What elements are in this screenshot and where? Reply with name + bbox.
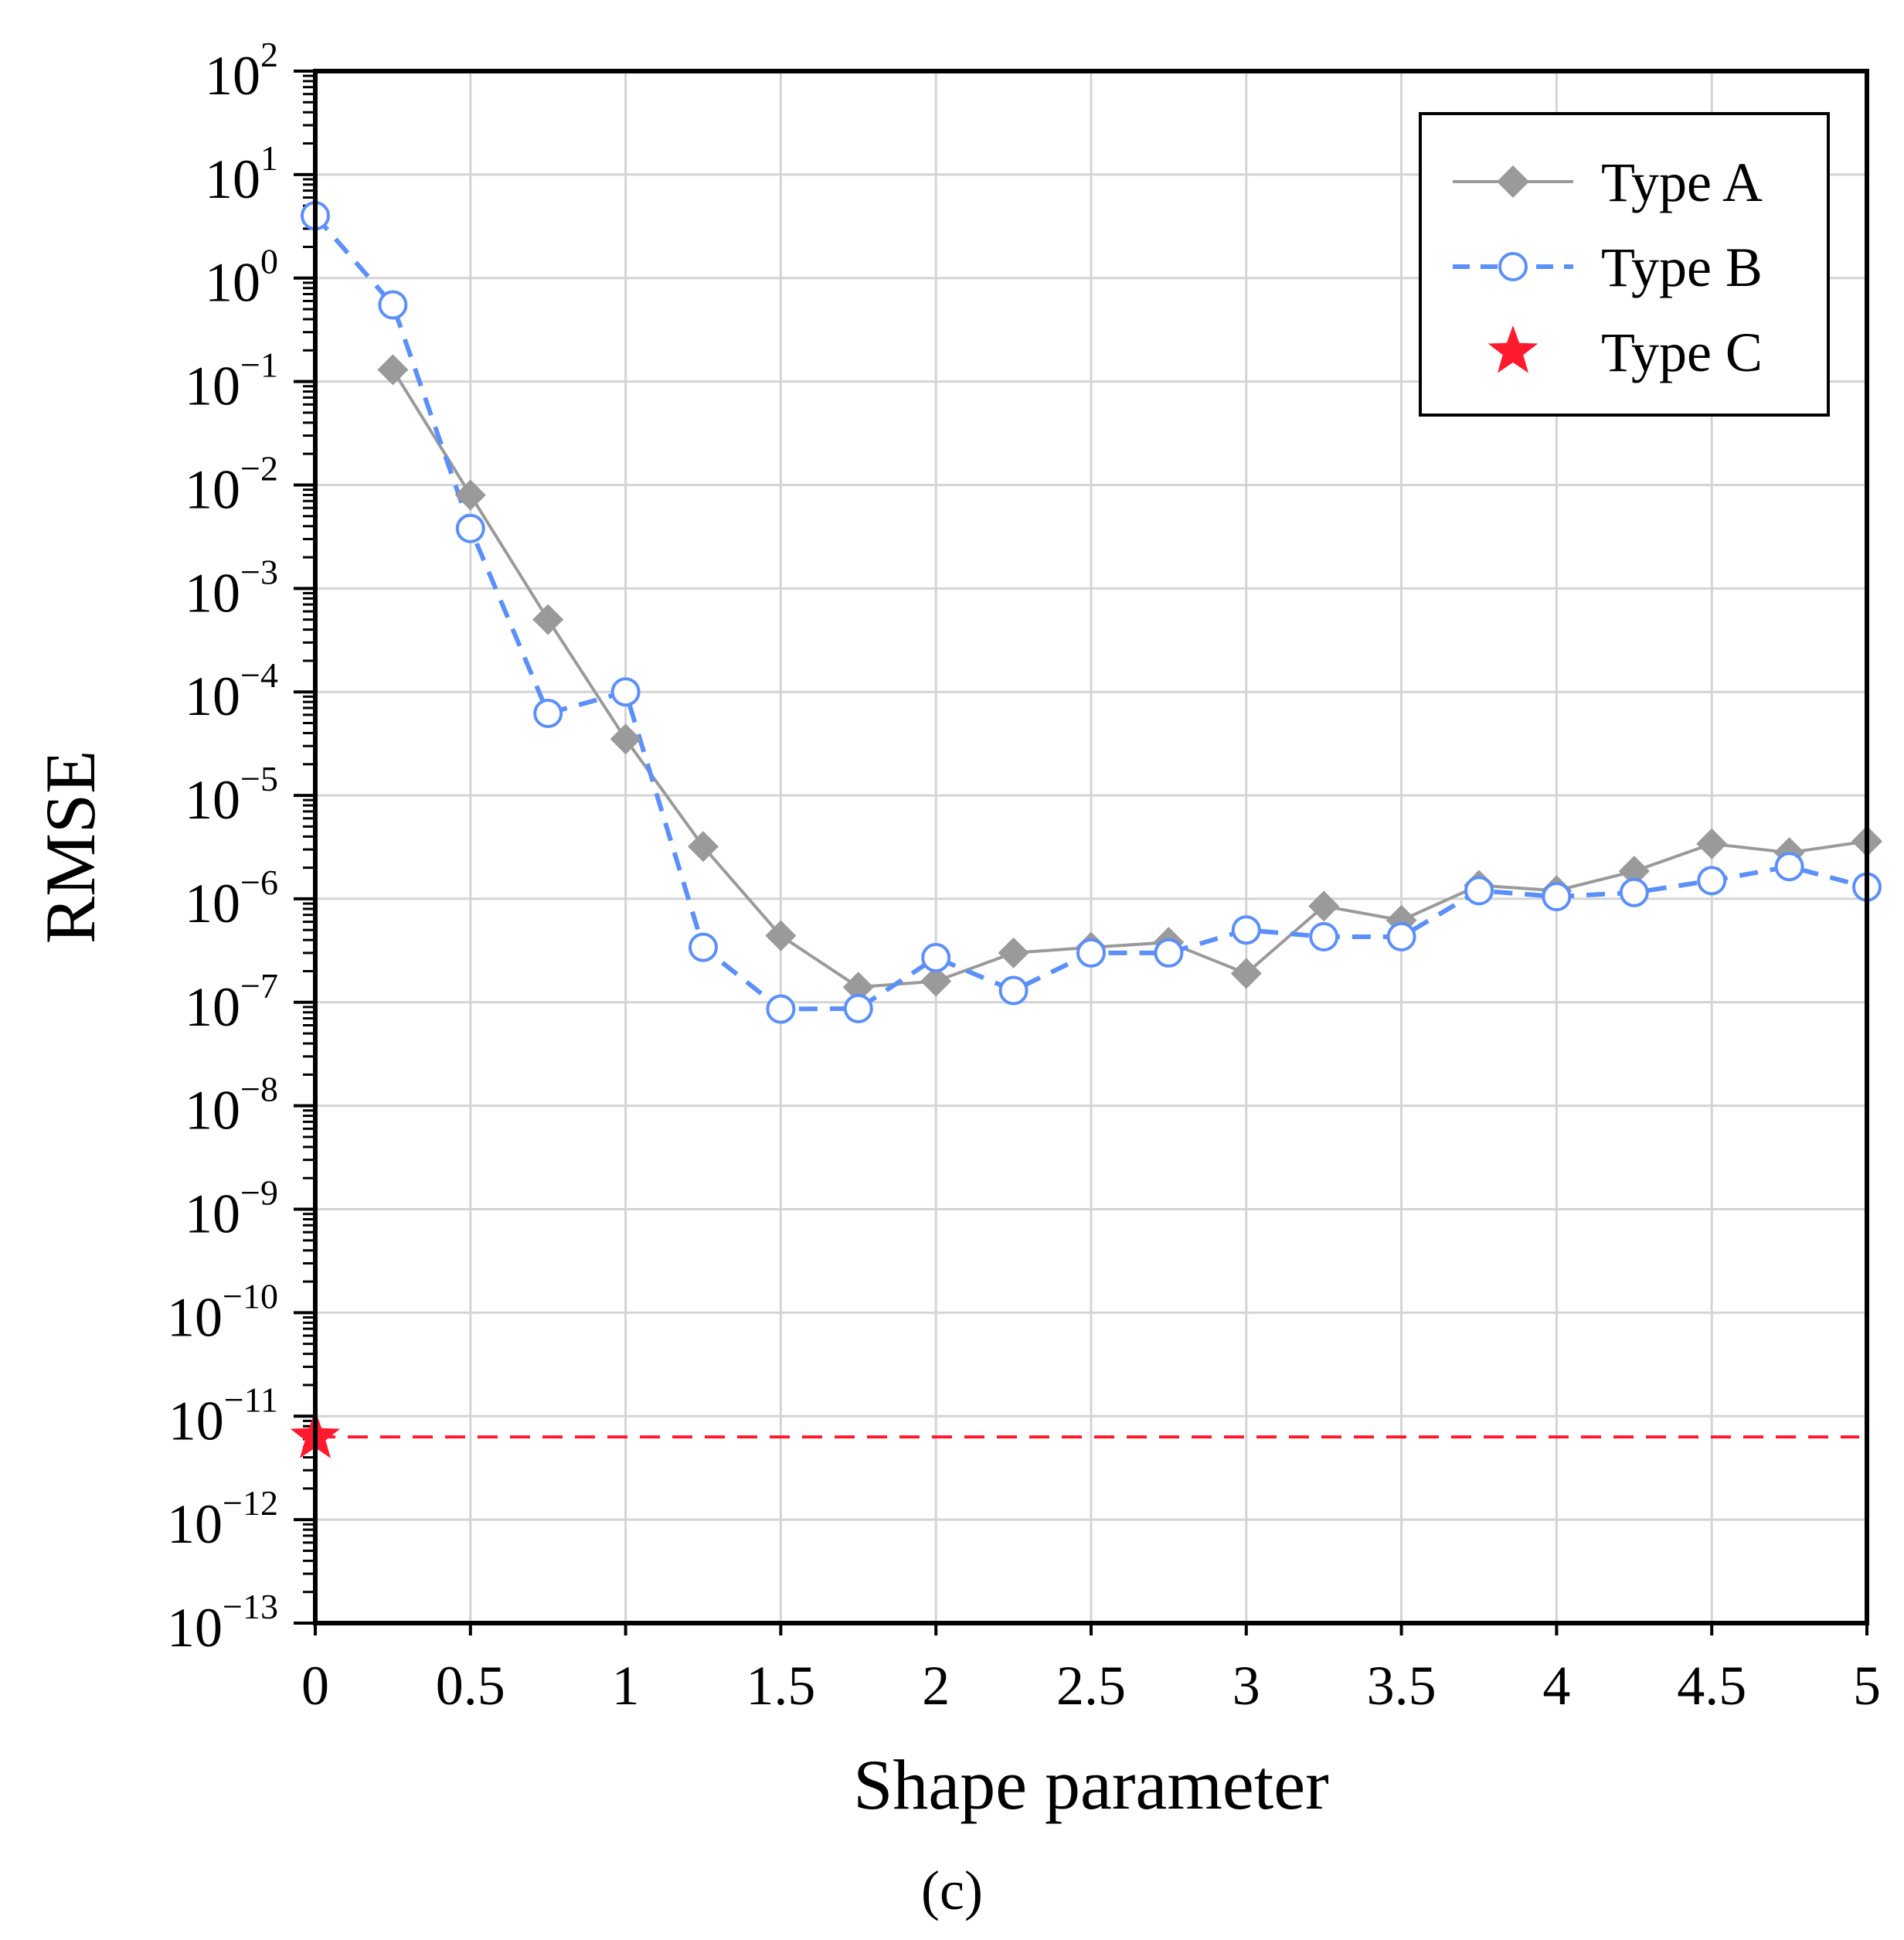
y-tick-label: 10−6 bbox=[185, 863, 278, 934]
type-a-point bbox=[688, 831, 719, 863]
type-b-point bbox=[843, 993, 873, 1023]
y-axis-label: RMSE bbox=[31, 750, 110, 944]
type-b-point bbox=[1697, 866, 1727, 896]
type-b-point bbox=[378, 290, 408, 320]
type-b-point bbox=[1464, 876, 1494, 906]
x-tick-label: 2.5 bbox=[1056, 1655, 1126, 1717]
type-b-point bbox=[1231, 915, 1261, 945]
y-tick-label: 10−9 bbox=[185, 1173, 278, 1245]
legend-type-a-diamond-icon bbox=[1497, 165, 1529, 198]
x-tick-label: 2 bbox=[922, 1655, 950, 1717]
x-tick-label: 1 bbox=[612, 1655, 640, 1717]
series-layer bbox=[290, 201, 1882, 1458]
x-tick-label: 0.5 bbox=[436, 1655, 505, 1717]
type-b-point bbox=[533, 698, 563, 728]
y-tick-label: 10−7 bbox=[185, 966, 278, 1038]
type-a-point bbox=[765, 920, 797, 951]
type-b-point bbox=[1774, 852, 1804, 882]
legend: Type A Type B Type C bbox=[1419, 112, 1830, 417]
y-tick-label: 101 bbox=[205, 138, 278, 210]
y-tick-label: 10−4 bbox=[185, 655, 278, 727]
type-a-point bbox=[454, 479, 486, 511]
type-a-point bbox=[532, 604, 564, 635]
y-tick-label: 10−12 bbox=[167, 1483, 278, 1555]
y-tick-label: 10−5 bbox=[185, 759, 278, 831]
type-b-point bbox=[1076, 938, 1106, 968]
y-tick-label: 10−10 bbox=[167, 1276, 278, 1348]
y-tick-label: 10−13 bbox=[167, 1587, 278, 1659]
type-a-point bbox=[842, 972, 874, 1003]
y-tick-label: 102 bbox=[205, 35, 278, 107]
x-axis-label: Shape parameter bbox=[853, 1745, 1329, 1824]
type-b-point bbox=[1386, 921, 1416, 951]
legend-type-b-circle-icon bbox=[1498, 252, 1528, 281]
y-tick-label: 10−8 bbox=[185, 1070, 278, 1142]
type-a-point bbox=[1308, 890, 1340, 922]
type-b-point bbox=[455, 513, 485, 543]
type-b-point bbox=[766, 994, 796, 1024]
x-tick-label: 4.5 bbox=[1677, 1655, 1746, 1717]
type-a-point bbox=[998, 937, 1029, 968]
y-tick-label: 10−1 bbox=[185, 345, 278, 417]
type-b-point bbox=[998, 975, 1028, 1006]
legend-label-type-c: Type C bbox=[1601, 322, 1763, 383]
type-a-point bbox=[1696, 828, 1728, 859]
legend-type-c-star-icon bbox=[1488, 325, 1538, 373]
type-b-point bbox=[1309, 921, 1339, 951]
x-tick-label: 5 bbox=[1853, 1655, 1881, 1717]
type-a-point bbox=[920, 965, 952, 997]
panel-label: (c) bbox=[921, 1860, 983, 1921]
x-axis-ticks: 0 0.5 1 1.5 2 2.5 3 3.5 4 4.5 5 bbox=[301, 1623, 1881, 1717]
type-b-point bbox=[688, 932, 718, 962]
x-tick-label: 0 bbox=[301, 1655, 329, 1717]
y-tick-label: 10−2 bbox=[185, 448, 278, 520]
y-axis-ticks: 102 101 100 10−1 10−2 10−3 10−4 10−5 10−6 10−7 10−… bbox=[167, 35, 315, 1659]
type-a-point bbox=[1618, 856, 1650, 887]
y-tick-label: 10−3 bbox=[185, 552, 278, 624]
x-tick-label: 3 bbox=[1232, 1655, 1260, 1717]
type-b-point bbox=[610, 677, 641, 707]
type-a-line bbox=[391, 369, 1868, 989]
type-b-point bbox=[921, 943, 951, 973]
type-b-point bbox=[1619, 877, 1649, 907]
y-tick-label: 10−11 bbox=[168, 1380, 278, 1452]
legend-label-type-b: Type B bbox=[1601, 237, 1763, 298]
y-tick-label: 100 bbox=[205, 242, 278, 314]
x-tick-label: 3.5 bbox=[1367, 1655, 1436, 1717]
type-a-point bbox=[1230, 958, 1262, 989]
type-b-point bbox=[1154, 938, 1184, 968]
legend-label-type-a: Type A bbox=[1601, 151, 1763, 213]
type-a-point bbox=[377, 354, 409, 386]
type-a-point bbox=[610, 723, 641, 755]
x-tick-label: 4 bbox=[1542, 1655, 1570, 1717]
type-b-point bbox=[1542, 882, 1572, 912]
x-tick-label: 1.5 bbox=[746, 1655, 815, 1717]
